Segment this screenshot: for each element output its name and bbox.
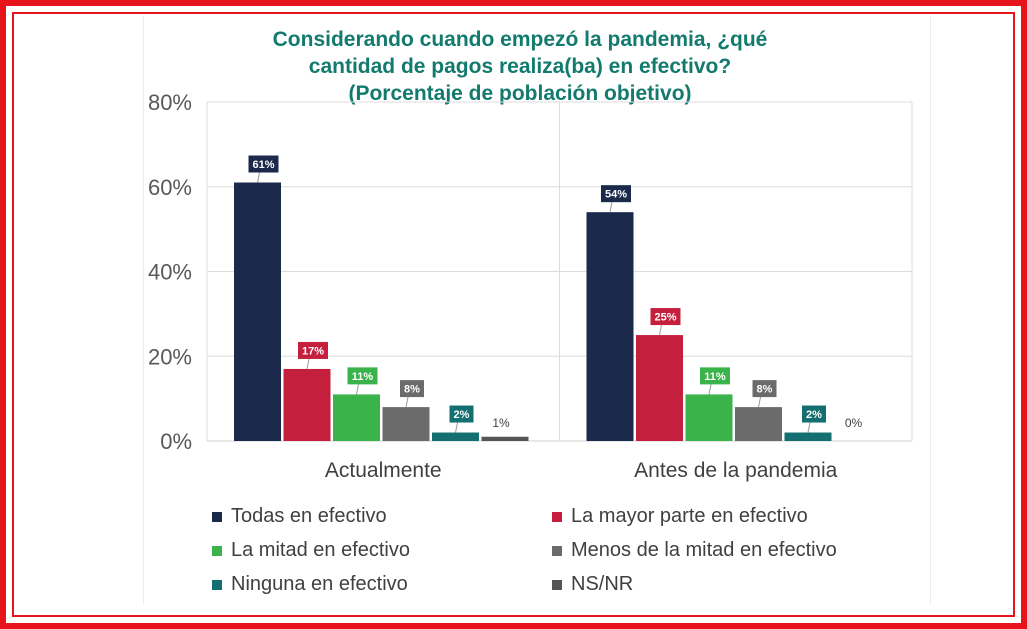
data-label-box bbox=[298, 341, 328, 359]
y-tick-label: 80% bbox=[148, 90, 192, 115]
bar bbox=[685, 394, 733, 441]
x-category-label: Antes de la pandemia bbox=[634, 459, 837, 482]
legend-label: NS/NR bbox=[571, 573, 634, 595]
data-label-leader bbox=[405, 397, 409, 408]
legend-swatch bbox=[552, 579, 562, 590]
data-label-box bbox=[802, 405, 826, 423]
data-label: 0% bbox=[845, 416, 863, 430]
legend-label: Todas en efectivo bbox=[231, 505, 387, 527]
data-label: 2% bbox=[806, 409, 822, 421]
chart-title-line-1: Considerando cuando empezó la pandemia, … bbox=[272, 28, 768, 51]
data-label: 2% bbox=[454, 409, 470, 421]
chart-title-line-2: cantidad de pagos realiza(ba) en efectiv… bbox=[308, 55, 732, 78]
y-tick-label: 20% bbox=[148, 344, 192, 369]
bar bbox=[333, 394, 380, 441]
legend-swatch bbox=[212, 511, 222, 522]
data-label-box bbox=[700, 367, 730, 385]
data-label: 1% bbox=[492, 416, 510, 430]
data-label-leader bbox=[758, 397, 761, 408]
legend-swatch bbox=[212, 579, 222, 590]
y-tick-label: 0% bbox=[160, 429, 192, 454]
red-frame-inner bbox=[12, 12, 1015, 617]
data-label-box bbox=[248, 155, 279, 173]
data-label-box bbox=[650, 308, 681, 326]
data-label-leader bbox=[306, 358, 310, 370]
data-label-leader bbox=[807, 422, 811, 433]
data-label-box bbox=[449, 405, 474, 423]
data-label-box bbox=[601, 185, 631, 203]
bar bbox=[234, 182, 281, 441]
data-label-box bbox=[400, 380, 424, 398]
legend-item: La mayor parte en efectivo bbox=[552, 503, 912, 530]
legend-item: La mitad en efectivo bbox=[212, 537, 552, 564]
chart-title-line-3: (Porcentaje de población objetivo) bbox=[348, 82, 692, 105]
data-label-leader bbox=[708, 384, 712, 395]
chart-legend: Todas en efectivo La mayor parte en efect… bbox=[212, 503, 912, 598]
legend-swatch bbox=[552, 545, 562, 556]
legend-swatch bbox=[212, 545, 222, 556]
bar bbox=[784, 432, 832, 441]
legend-label: Ninguna en efectivo bbox=[231, 573, 408, 595]
bar bbox=[481, 436, 529, 441]
bar bbox=[735, 407, 782, 441]
chart-title: Considerando cuando empezó la pandemia, … bbox=[150, 26, 890, 107]
y-tick-label: 40% bbox=[148, 260, 192, 285]
bar bbox=[382, 407, 430, 441]
data-label: 8% bbox=[757, 384, 773, 396]
legend-swatch bbox=[552, 511, 562, 522]
legend-item: Todas en efectivo bbox=[212, 503, 552, 530]
legend-item: NS/NR bbox=[552, 571, 912, 598]
data-label-leader bbox=[455, 422, 458, 433]
data-label: 54% bbox=[605, 189, 627, 201]
bar bbox=[432, 432, 479, 441]
legend-label: La mayor parte en efectivo bbox=[571, 505, 808, 527]
data-label-leader bbox=[257, 172, 260, 183]
legend-label: La mitad en efectivo bbox=[231, 539, 410, 561]
bar bbox=[636, 335, 683, 441]
data-label: 11% bbox=[352, 371, 374, 383]
data-label: 61% bbox=[252, 159, 274, 171]
data-label: 11% bbox=[704, 371, 726, 383]
bar bbox=[283, 368, 331, 441]
legend-label: Menos de la mitad en efectivo bbox=[571, 539, 837, 561]
data-label: 8% bbox=[404, 384, 420, 396]
data-label: 17% bbox=[302, 345, 324, 357]
legend-item: Ninguna en efectivo bbox=[212, 571, 552, 598]
bar bbox=[586, 212, 634, 441]
data-label-box bbox=[752, 380, 777, 398]
y-tick-label: 60% bbox=[148, 175, 192, 200]
legend-item: Menos de la mitad en efectivo bbox=[552, 537, 912, 564]
data-label: 25% bbox=[654, 312, 676, 324]
data-label-leader bbox=[609, 202, 613, 213]
data-label-leader bbox=[659, 324, 662, 336]
data-label-box bbox=[347, 367, 378, 385]
data-label-leader bbox=[356, 384, 359, 395]
x-category-label: Actualmente bbox=[325, 459, 442, 482]
